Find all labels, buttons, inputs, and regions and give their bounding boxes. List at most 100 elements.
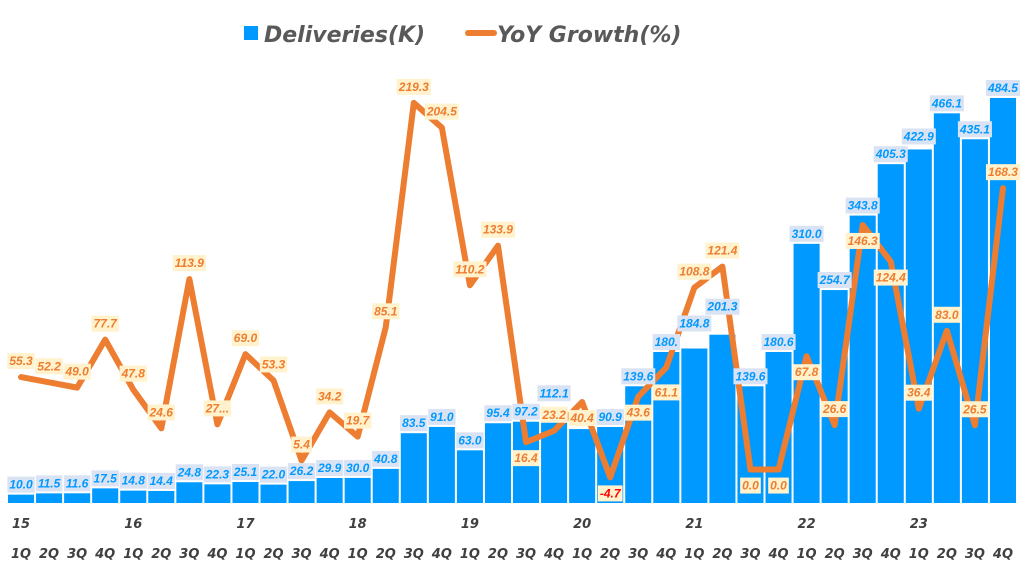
x-tick-quarter: 2Q [600,547,620,562]
bar-label: 422.9 [901,128,936,145]
bar-label-text: 466.1 [931,96,962,110]
bar-18-4Q [428,426,455,503]
bar-label-bg [287,463,316,480]
x-tick-quarter: 1Q [797,547,817,562]
bar-label-text: 95.4 [486,406,510,420]
line-label: 85.1 [372,303,400,320]
line-label: 40.4 [568,410,596,427]
bar-label-bg [203,466,232,483]
bar-label-bg [873,146,908,163]
line-label-bg [172,255,206,272]
line-label-bg [147,404,175,421]
bar-21-1Q [681,348,708,503]
line-label-text: 23.2 [541,408,566,422]
bar-label-text: 40.8 [373,452,398,466]
line-label: 67.8 [792,364,821,381]
line-label: 124.4 [873,269,908,286]
line-label-bg [396,78,431,95]
x-tick-year: 17 [236,517,255,532]
bar-18-2Q [372,468,399,503]
bars [8,97,1016,504]
bar-label: 22.0 [259,466,288,483]
line-label-text: 113.9 [175,256,204,270]
line-label-text: 26.6 [822,402,847,416]
bar-label-bg [372,450,400,467]
x-tick-quarter: 2Q [488,547,508,562]
bar-label: 30.0 [344,459,372,476]
bar-label-bg [957,121,992,138]
bar-label-text: 17.5 [94,471,118,485]
line-label: 49.0 [63,363,91,380]
bar-label: 25.1 [231,464,260,481]
bar-label: 14.4 [147,472,175,489]
line-label-bg [961,401,989,418]
bar-label: 201.3 [705,298,740,315]
bar-18-1Q [344,477,371,503]
line-label-bg [768,477,789,494]
x-tick-quarter: 3Q [853,547,873,562]
x-tick-year: 23 [910,517,928,532]
line-label-text: 133.9 [483,223,513,237]
x-tick-quarter: 4Q [319,547,340,562]
x-tick-quarter: 4Q [992,547,1013,562]
x-tick-year: 18 [349,517,367,532]
bar-label-text: 26.2 [289,464,314,478]
bar-label-text: 63.0 [458,433,482,447]
line-label: 53.3 [259,356,288,373]
bar-label-bg [315,460,344,477]
line-label-text: 121.4 [707,244,737,258]
line-label: 47.8 [119,365,147,382]
bar-label-bg [484,405,512,422]
bar-label: 95.4 [484,405,512,422]
bar-label-bg [231,464,260,481]
bar-label: 466.1 [929,95,964,112]
line-label-text: 85.1 [374,304,398,318]
line-label-text: 24.6 [149,405,174,419]
line-label: 121.4 [705,242,740,259]
x-tick-quarter: 3Q [516,547,536,562]
bar-label-text: 112.1 [540,386,569,400]
bar-labels: 10.0 11.5 11.6 17.5 14.8 14.424.8 22.3 25.1 22.0… [7,79,1020,493]
bar-label-text: 30.0 [346,461,370,475]
line-label: 26.5 [961,401,989,418]
bar-label-text: 139.6 [735,369,765,383]
bar-label: 310.0 [789,225,824,242]
bar-label-bg [147,472,175,489]
x-tick-year: 15 [12,517,30,532]
line-label-text: 204.5 [426,105,457,119]
line-label-text: 53.3 [262,357,286,371]
bar-label-bg [175,464,204,481]
line-label-text: 0.0 [770,479,787,493]
line-label-text: 52.2 [37,359,61,373]
line-label-bg [203,400,232,417]
bar-23-4Q [989,97,1016,503]
legend-growth-label: YoY Growth(%) [497,23,681,48]
bar-label: 24.8 [175,464,204,481]
bar-label: 10.0 [7,476,35,493]
line-label: 61.1 [652,384,680,401]
bar-label: 484.5 [985,79,1020,96]
bar-label-bg [91,470,119,487]
line-label-bg [568,410,596,427]
line-label-bg [91,315,119,332]
bar-label-text: 405.3 [875,147,906,161]
x-tick-quarter: 4Q [543,547,564,562]
bar-16-2Q [148,490,175,503]
bar-label-bg [63,475,91,492]
bar-label-bg [845,197,880,214]
legend-deliveries-label: Deliveries(K) [264,23,425,48]
bar-label: 14.8 [119,472,147,489]
bar-17-1Q [232,482,259,503]
line-label: 34.2 [315,388,344,405]
bar-16-1Q [120,490,147,503]
bar-label-text: 343.8 [848,199,878,213]
legend-deliveries-swatch [244,26,258,40]
line-label-bg [652,384,680,401]
line-label-text: 146.3 [848,234,878,248]
bar-17-4Q [316,478,343,503]
bar-label-text: 180. [655,335,678,349]
bar-label-text: 90.9 [599,410,623,424]
line-label: 69.0 [231,330,260,347]
bar-label-text: 201.3 [706,300,737,314]
bar-15-4Q [92,488,119,503]
